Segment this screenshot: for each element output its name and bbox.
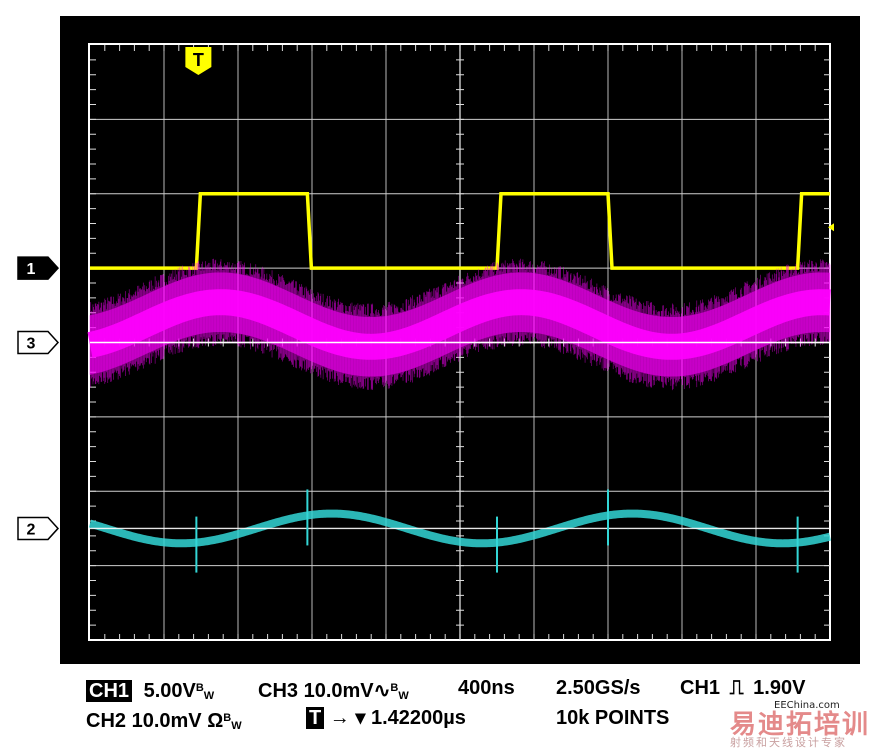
ac-coupling-icon: ∿	[373, 680, 391, 702]
oscilloscope-screen: 1 2 3 T	[17, 16, 860, 664]
trigger-level: 1.90V	[753, 677, 806, 699]
ch2-scale: CH2 10.0mV	[86, 710, 202, 732]
channel-3-label: 3	[27, 336, 36, 353]
trigger-readout: CH1 ⎍ 1.90V	[680, 676, 805, 700]
trigger-marker-icon	[185, 47, 212, 75]
channel-1-marker	[17, 256, 60, 280]
channel-1-label: 1	[27, 261, 36, 278]
bw-limit-w: W	[398, 690, 409, 702]
rising-edge-icon: ⎍	[729, 677, 744, 699]
waveform-traces	[87, 192, 831, 573]
ch1-scale: 5.00V	[143, 680, 196, 702]
trigger-box-icon: T	[306, 707, 325, 729]
ch3-noise	[89, 258, 831, 391]
trigger-arrow-icon: → ▾	[329, 707, 366, 729]
channel-2-label: 2	[27, 521, 36, 538]
timebase: 400ns	[458, 677, 515, 699]
bw-limit-w: W	[231, 720, 242, 732]
bw-limit-b: B	[223, 712, 232, 724]
bw-limit-b: B	[390, 682, 399, 694]
trigger-marker-label: T	[193, 50, 204, 70]
ch2-readout: CH2 10.0mV ΩBW	[86, 706, 242, 738]
ch3-readout: CH3 10.0mV∿BW	[258, 676, 409, 708]
trigger-position: 1.42200µs	[370, 707, 466, 729]
ch1-label: CH1	[86, 680, 133, 702]
sample-rate: 2.50GS/s	[556, 677, 641, 699]
watermark-main: 易迪拓培训	[730, 710, 871, 740]
impedance-icon: Ω	[207, 710, 224, 732]
trigger-level-arrow-icon	[828, 223, 834, 232]
record-length: 10k POINTS	[556, 707, 670, 729]
watermark-sub: 射频和天线设计专家	[730, 736, 847, 749]
ch1-readout: CH1 5.00VBW	[86, 676, 214, 708]
ch3-scale: CH3 10.0mV	[258, 680, 374, 702]
trigger-position-readout: T → ▾ 1.42200µs	[306, 706, 466, 730]
channel-3-marker	[17, 330, 60, 355]
channel-2-marker	[17, 516, 60, 541]
trigger-source: CH1	[680, 677, 721, 699]
measurement-readout: CH1 5.00VBW CH3 10.0mV∿BW 400ns 2.50GS/s…	[0, 670, 880, 750]
watermark-site: EEChina.com	[774, 700, 840, 711]
bw-limit-w: W	[203, 690, 215, 702]
ch1-trace	[90, 192, 830, 270]
watermark: EEChina.com 易迪拓培训 射频和天线设计专家	[690, 700, 880, 750]
channel-markers: 1 2 3 T	[17, 47, 834, 541]
bw-limit-b: B	[195, 682, 204, 694]
